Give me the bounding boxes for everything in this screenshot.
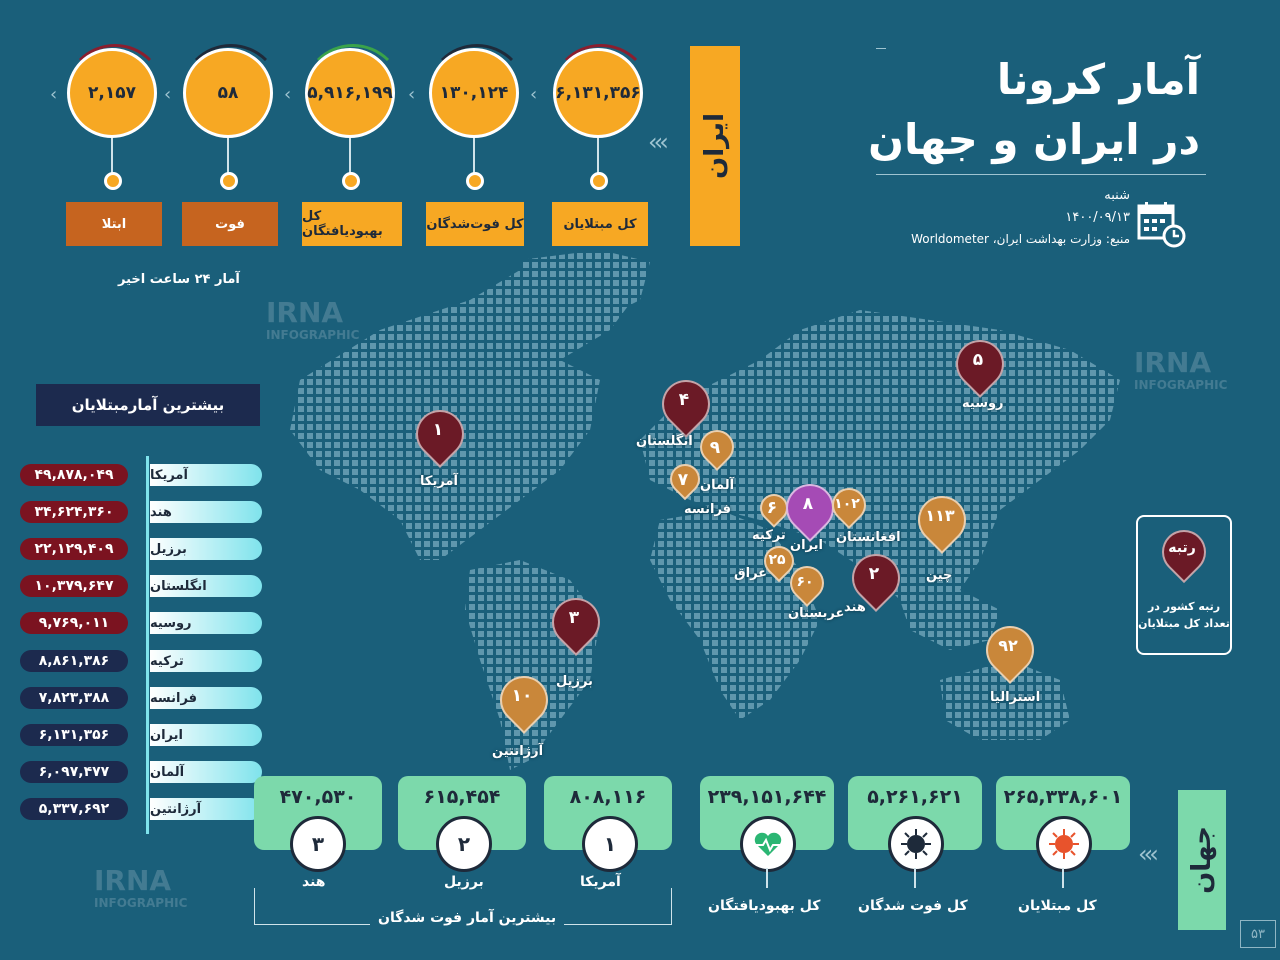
chevrons-icon: ‹‹‹: [1138, 840, 1159, 868]
stat-arc: [426, 44, 528, 146]
virus-icon: [1036, 816, 1092, 872]
stat-value: ۵,۹۱۶,۱۹۹: [305, 48, 395, 138]
stat-arc: [180, 44, 282, 146]
pin-label: انگلستان: [636, 434, 693, 449]
list-item: ۱۰,۳۷۹,۶۴۷ انگلستان: [20, 575, 264, 597]
stat-value: ۲,۱۵۷: [67, 48, 157, 138]
legend-text: رتبه کشور در تعداد کل مبتلایان: [1138, 600, 1230, 630]
pin-label: فرانسه: [684, 502, 732, 517]
pin-label: هند: [844, 600, 866, 615]
iran-section-label: ایران: [690, 46, 740, 246]
deaths-top-3: ۴۷۰,۵۳۰: [254, 776, 382, 850]
chevron-icon: ‹: [284, 84, 292, 105]
list-item: ۵,۳۳۷,۶۹۲ آرژانتین: [20, 798, 264, 820]
title-line1: آمار کرونا: [996, 55, 1200, 104]
title-rule-top: [876, 48, 886, 49]
stat-label: فوت: [182, 202, 278, 246]
pin-label: عراق: [734, 566, 768, 581]
stat-label: کل مبتلایان: [552, 202, 648, 246]
list-item: ۲۲,۱۲۹,۴۰۹ برزیل: [20, 538, 264, 560]
pin-label: برزیل: [556, 674, 593, 689]
virus-dark-icon: [888, 816, 944, 872]
legend-title: رتبه: [1168, 540, 1196, 556]
list-item: ۶,۱۳۱,۳۵۶ ایران: [20, 724, 264, 746]
world-label: کل بهبودیافتگان: [708, 898, 821, 914]
stat-arc: [550, 44, 652, 146]
deaths-country: آمریکا: [580, 874, 621, 890]
world-label: کل فوت شدگان: [858, 898, 968, 914]
heart-pulse-icon: [740, 816, 796, 872]
page-number: ۵۳: [1240, 920, 1276, 948]
stat-arc: [302, 44, 404, 146]
chevron-icon: ‹: [50, 84, 58, 105]
list-item: ۳۴,۶۲۴,۳۶۰ هند: [20, 501, 264, 523]
stat-label: کل بهبودیافتگان: [302, 202, 402, 246]
top-cases-heading: بیشترین آمارمبتلایان: [36, 384, 260, 426]
rank-legend: [1136, 515, 1232, 655]
list-divider: [146, 456, 149, 834]
deaths-heading: بیشترین آمار فوت شدگان: [370, 910, 565, 926]
watermark-sub: INFOGRAPHIC: [266, 328, 360, 342]
pin-label: روسیه: [962, 396, 1004, 411]
watermark-logo: IRNA: [94, 864, 172, 897]
stat-label: کل فوت‌شدگان: [426, 202, 524, 246]
pin-label: آلمان: [700, 478, 735, 493]
world-label: کل مبتلایان: [1018, 898, 1097, 914]
rank-badge: ۳: [290, 816, 346, 872]
chevron-icon: ‹: [408, 84, 416, 105]
meta-source: منبع: وزارت بهداشت ایران، Worldometer: [911, 232, 1130, 246]
title-rule-bottom: [876, 174, 1206, 175]
deaths-country: برزیل: [444, 874, 484, 890]
rank-badge: ۲: [436, 816, 492, 872]
list-item: ۶,۰۹۷,۴۷۷ آلمان: [20, 761, 264, 783]
stat-label: ابتلا: [66, 202, 162, 246]
page-title: آمار کرونا در ایران و جهان: [868, 50, 1200, 170]
pin-label: عربستان: [788, 606, 845, 621]
pin-label: ایران: [790, 538, 823, 553]
world-total-deaths: ۵,۲۶۱,۶۲۱: [848, 776, 982, 850]
stat-value: ۱۳۰,۱۲۴: [429, 48, 519, 138]
list-item: ۸,۸۶۱,۳۸۶ ترکیه: [20, 650, 264, 672]
chevron-icon: ‹: [530, 84, 538, 105]
chevrons-icon: ‹‹‹: [648, 128, 669, 156]
list-item: ۹,۷۶۹,۰۱۱ روسیه: [20, 612, 264, 634]
pin-label: آمریکا: [420, 474, 458, 489]
pin-label: چین: [926, 568, 953, 583]
stat-value: ۵۸: [183, 48, 273, 138]
calendar-icon: [1137, 202, 1186, 248]
pin-label: آرژانتین: [492, 744, 544, 759]
title-line2: در ایران و جهان: [868, 115, 1200, 164]
chevron-icon: ‹: [164, 84, 172, 105]
pin-label: استرالیا: [990, 690, 1041, 705]
watermark-logo: IRNA: [266, 296, 344, 329]
last24-caption: آمار ۲۴ ساعت اخیر: [118, 272, 240, 287]
stat-value: ۶,۱۳۱,۳۵۶: [553, 48, 643, 138]
meta-date: ۱۴۰۰/۰۹/۱۳: [1065, 210, 1130, 225]
world-section-label: جهان: [1178, 790, 1226, 930]
pin-label: ترکیه: [752, 528, 786, 543]
rank-badge: ۱: [582, 816, 638, 872]
pin-label: افغانستان: [836, 530, 901, 545]
deaths-country: هند: [302, 874, 326, 890]
watermark-sub: INFOGRAPHIC: [1134, 378, 1228, 392]
list-item: ۴۹,۸۷۸,۰۴۹ آمریکا: [20, 464, 264, 486]
list-item: ۷,۸۲۳,۳۸۸ فرانسه: [20, 687, 264, 709]
meta-day: شنبه: [1104, 188, 1130, 203]
watermark-logo: IRNA: [1134, 346, 1212, 379]
stat-arc: [64, 44, 166, 146]
watermark-sub: INFOGRAPHIC: [94, 896, 188, 910]
